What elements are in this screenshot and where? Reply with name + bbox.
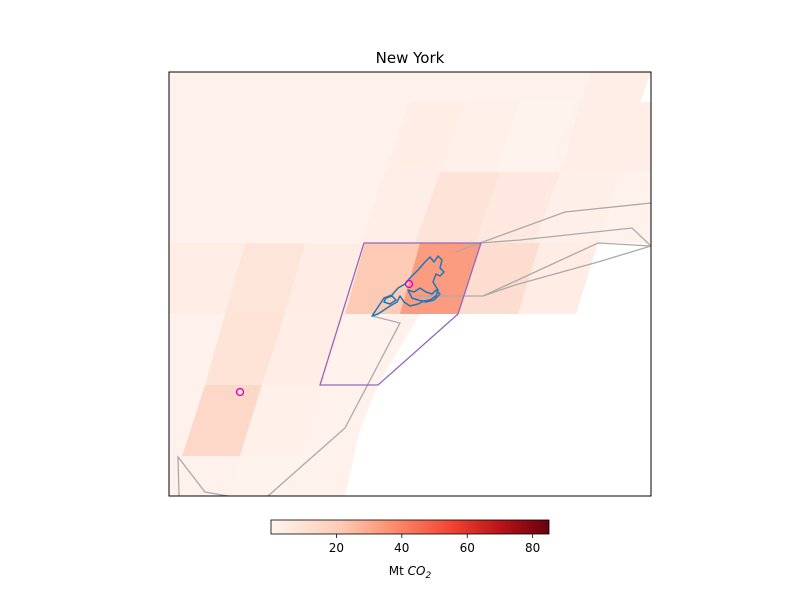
grid-cell (440, 102, 520, 172)
grid-cell (225, 243, 305, 314)
map-title: New York (376, 49, 445, 67)
coastline (454, 202, 651, 253)
grid-cell (182, 385, 262, 456)
coastline (177, 455, 229, 496)
grid-cell (285, 243, 365, 314)
grid-cell (518, 243, 598, 314)
map-area (169, 72, 651, 496)
grid-cell (205, 314, 285, 385)
no-data-region (640, 72, 651, 102)
city-center-marker (404, 279, 414, 289)
coastline (415, 242, 651, 297)
grid-cell (360, 172, 440, 243)
grid-cell (475, 172, 560, 243)
grid-cell (345, 243, 420, 314)
colorbar-gradient (270, 519, 550, 535)
point-marker (235, 387, 245, 397)
grid-cell (495, 102, 575, 172)
grid-cell (415, 172, 500, 243)
grid-cell (169, 243, 245, 314)
map-frame (168, 71, 652, 497)
grid-cell (385, 102, 465, 172)
colorbar-ticks: 20 40 60 80 (329, 534, 540, 555)
city-outline (383, 295, 397, 305)
coastline (482, 245, 651, 297)
colorbar-tick-label: 40 (394, 541, 409, 555)
selection-polygon (319, 242, 482, 386)
grid-cell (228, 456, 300, 496)
grid-cell (535, 172, 620, 243)
no-data-region (345, 243, 651, 496)
grid-cell (560, 72, 651, 172)
coastline (479, 227, 651, 247)
colorbar: 20 40 60 80 Mt CO2 (270, 519, 550, 581)
colorbar-tick-label: 80 (525, 541, 540, 555)
city-outline (407, 287, 441, 303)
grid-cell (240, 385, 322, 456)
coastlines (177, 202, 651, 496)
colorbar-label: Mt CO2 (389, 564, 432, 581)
colorbar-tick-label: 20 (329, 541, 344, 555)
coastline (267, 315, 401, 496)
grid-cell (262, 314, 345, 385)
colorbar-tick-label: 60 (460, 541, 475, 555)
